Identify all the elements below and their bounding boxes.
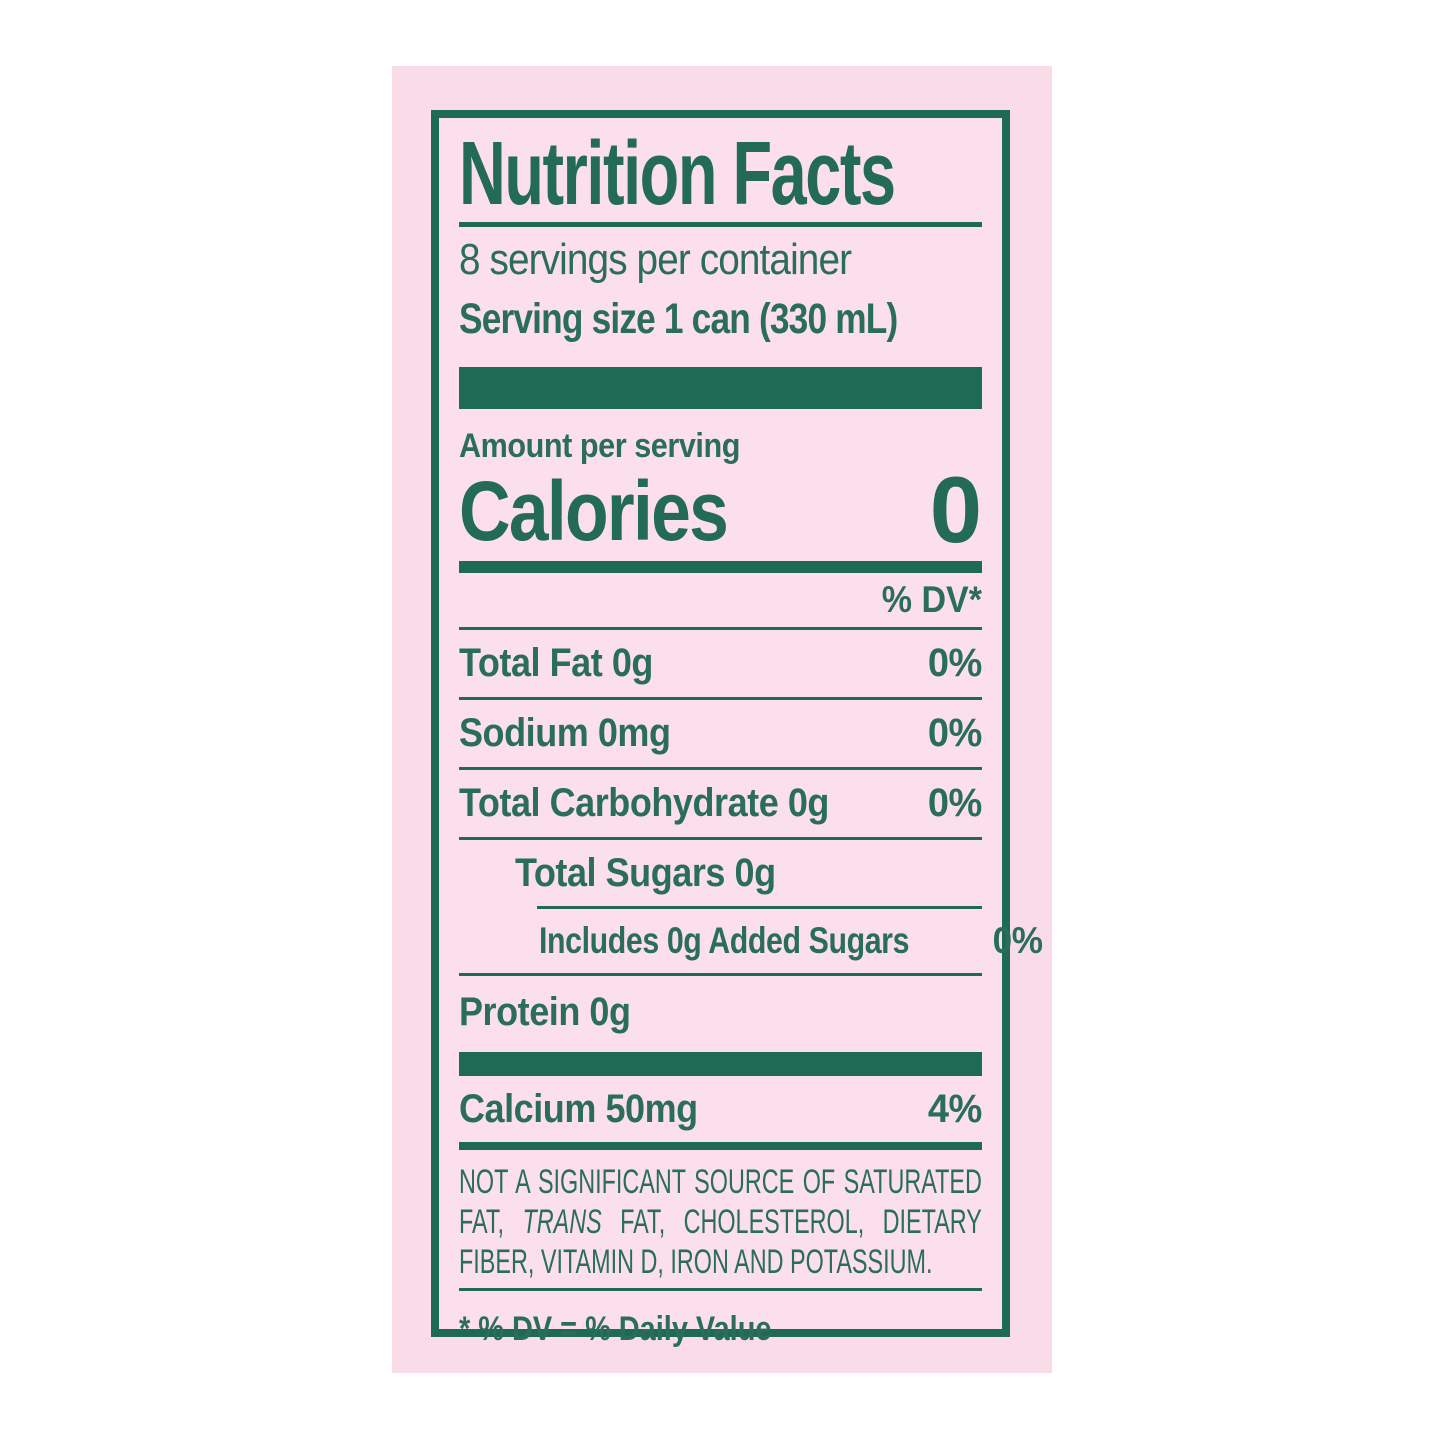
divider-under-title xyxy=(459,222,982,227)
amount-per-serving-label: Amount per serving xyxy=(459,427,740,465)
thick-separator-bar-top xyxy=(459,367,982,409)
divider xyxy=(459,767,982,770)
divider xyxy=(459,697,982,700)
nutrient-name: Total Carbohydrate 0g xyxy=(459,781,829,825)
nutrient-row-protein: Protein 0g xyxy=(459,976,982,1048)
divider-under-calories xyxy=(459,561,982,573)
nutrient-row-sodium: Sodium 0mg 0% xyxy=(459,700,982,767)
nutrient-dv: 0% xyxy=(928,711,982,755)
nutrient-name: Includes 0g Added Sugars xyxy=(539,920,910,961)
nutrient-name: Protein 0g xyxy=(459,989,631,1034)
nutrient-row-total-carbohydrate: Total Carbohydrate 0g 0% xyxy=(459,770,982,837)
label-background: Nutrition Facts 8 servings per container… xyxy=(392,66,1052,1373)
servings-per-container: 8 servings per container xyxy=(459,235,852,284)
thick-separator-bar-bottom xyxy=(459,1052,982,1076)
footnote: NOT A SIGNIFICANT SOURCE OF SATURATED FA… xyxy=(459,1162,982,1282)
calories-value: 0 xyxy=(929,457,982,562)
calories-row: Calories 0 xyxy=(459,457,982,562)
divider-indented xyxy=(537,906,982,909)
footnote-trans-italic: TRANS xyxy=(522,1203,602,1241)
divider-above-dv-note xyxy=(459,1288,982,1291)
divider xyxy=(459,973,982,976)
divider-under-calcium xyxy=(459,1142,982,1150)
nutrient-row-calcium: Calcium 50mg 4% xyxy=(459,1076,982,1142)
nutrient-name: Total Fat 0g xyxy=(459,641,653,685)
nutrient-row-total-fat: Total Fat 0g 0% xyxy=(459,630,982,697)
nutrition-facts-panel: Nutrition Facts 8 servings per container… xyxy=(431,110,1043,1348)
calories-label: Calories xyxy=(459,464,729,558)
nutrient-name: Total Sugars 0g xyxy=(515,850,776,895)
nutrient-name: Sodium 0mg xyxy=(459,711,671,755)
footnote-text-2: FAT, CHOLESTEROL, DIETARY FIBER, VITAMIN… xyxy=(459,1203,982,1281)
serving-size: Serving size 1 can (330 mL) xyxy=(459,295,898,343)
nutrient-dv: 0% xyxy=(928,781,982,825)
nutrient-dv: 4% xyxy=(928,1086,982,1131)
daily-value-header: % DV* xyxy=(881,579,982,620)
nutrient-name: Calcium 50mg xyxy=(459,1086,698,1131)
divider xyxy=(459,627,982,630)
nutrient-dv: 0% xyxy=(928,641,982,685)
divider xyxy=(459,837,982,840)
nutrient-dv: 0% xyxy=(992,920,1043,961)
nutrient-row-added-sugars: Includes 0g Added Sugars 0% xyxy=(459,909,1043,973)
footnote-text-1: NOT A SIGNIFICANT SOURCE OF SATURATED FA… xyxy=(459,1163,982,1241)
panel-title: Nutrition Facts xyxy=(459,124,896,224)
daily-value-note: * % DV = % Daily Value xyxy=(459,1310,772,1348)
nutrient-row-total-sugars: Total Sugars 0g xyxy=(459,840,982,906)
